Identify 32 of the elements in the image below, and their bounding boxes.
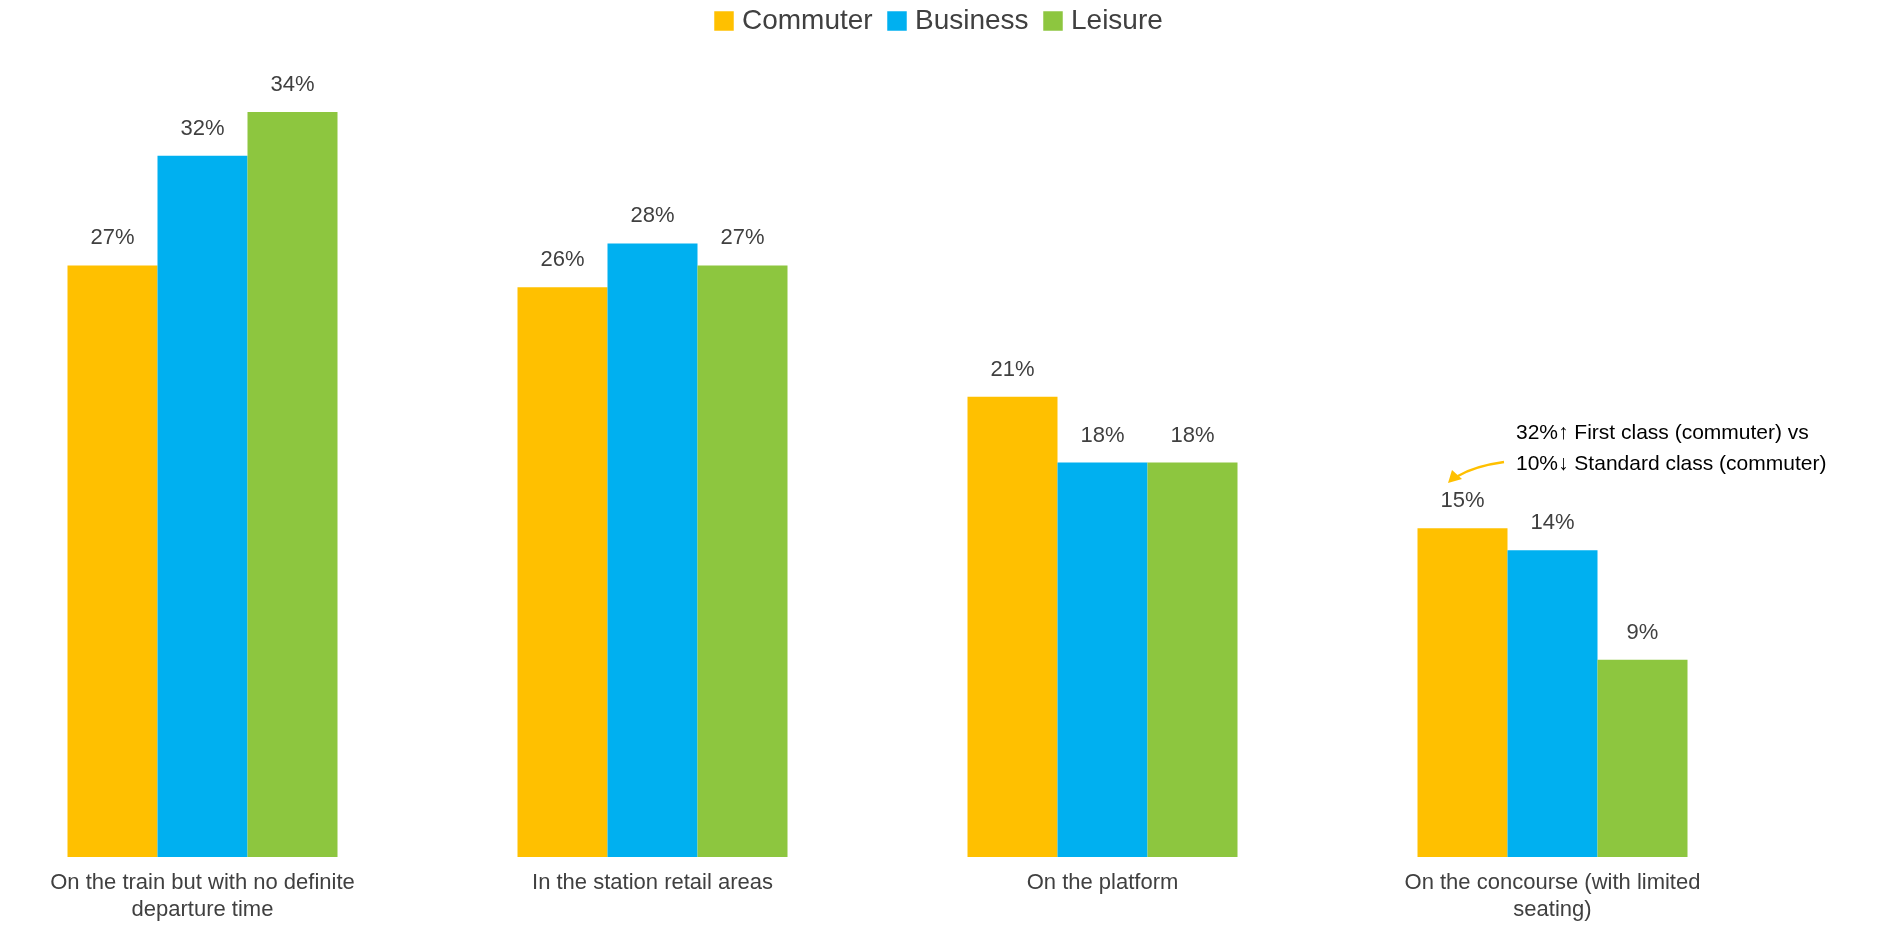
bar [1057,462,1148,857]
x-tick-label: On the concourse (with limited seating) [1404,868,1701,921]
bar [1597,659,1688,857]
data-label: 28% [630,202,675,228]
bar [697,265,788,857]
bar [1507,550,1598,857]
data-label: 9% [1626,618,1659,644]
bar [157,155,248,857]
bar [607,243,698,857]
legend-label: Business [915,4,1029,35]
bar [517,287,608,857]
legend-label: Commuter [742,4,873,35]
data-label: 15% [1440,487,1485,513]
annotation: 32%↑ First class (commuter) vs 10%↓ Standard class (commuter) [1516,420,1827,474]
data-label: 32% [180,114,225,140]
bar [1417,528,1508,857]
bar [1147,462,1238,857]
bar [967,396,1058,857]
data-label: 27% [720,224,765,250]
data-label: 27% [90,224,135,250]
x-tick-label: On the platform [1026,868,1179,894]
data-label: 18% [1170,421,1215,447]
bar [67,265,158,857]
data-label: 18% [1080,421,1125,447]
data-label: 26% [540,246,585,272]
legend-label: Leisure [1071,4,1163,35]
x-tick-label: In the station retail areas [532,868,773,894]
data-label: 14% [1530,509,1575,535]
bar [247,112,338,857]
data-label: 21% [990,355,1035,381]
x-tick-label: On the train but with no definite departure time [50,868,355,921]
data-label: 34% [270,71,315,96]
